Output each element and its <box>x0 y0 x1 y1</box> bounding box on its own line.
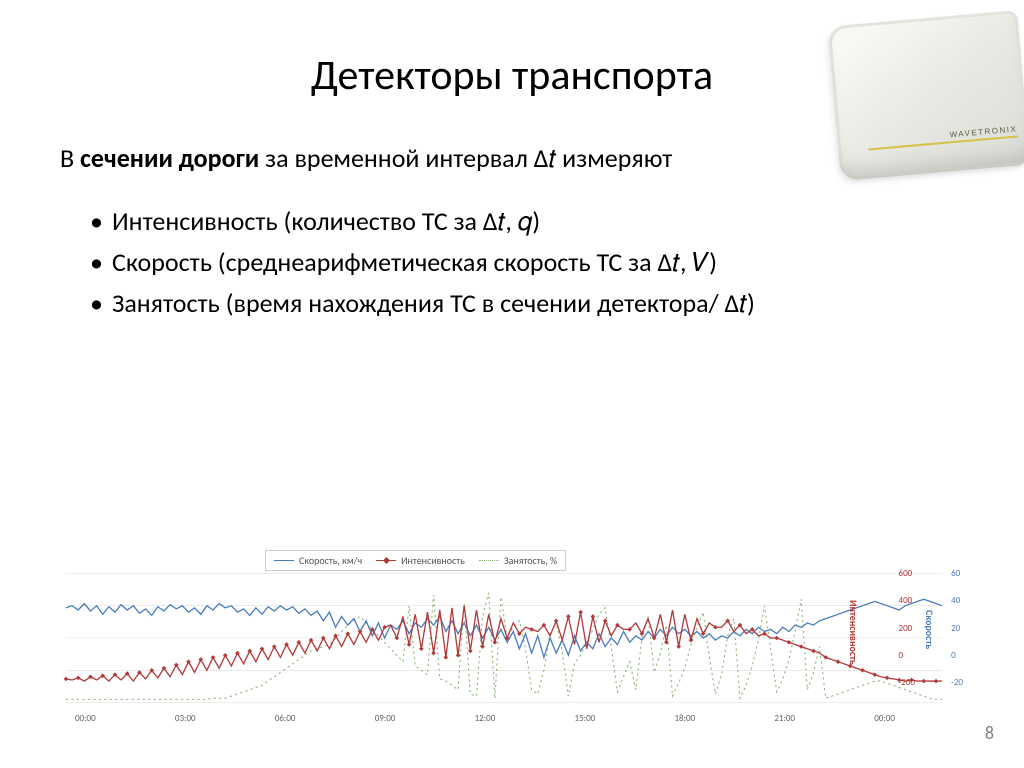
legend-item-intensity: Интенсивность <box>376 554 465 567</box>
intro-rest: за временной интервал Δ𝑡 измеряют <box>259 142 672 174</box>
legend-item-occupancy: Занятость, % <box>479 554 557 567</box>
ytick: 20 <box>951 623 963 634</box>
ytick: -20 <box>951 677 963 688</box>
bullet-list: Интенсивность (количество ТС за Δ𝑡, 𝑞) С… <box>60 204 964 321</box>
xtick: 21:00 <box>774 713 795 724</box>
bullet-item: Скорость (среднеарифметическая скорость … <box>90 245 964 280</box>
chart-plot-area <box>55 568 975 708</box>
xtick: 03:00 <box>175 713 196 724</box>
xtick: 12:00 <box>475 713 496 724</box>
bullet-item: Интенсивность (количество ТС за Δ𝑡, 𝑞) <box>90 204 964 239</box>
traffic-chart: Скорость, км/ч Интенсивность Занятость, … <box>55 550 975 730</box>
legend-label: Интенсивность <box>401 554 465 567</box>
ytick: 0 <box>951 650 963 661</box>
legend-swatch-red <box>376 560 396 561</box>
y-axis-label-intensity: Интенсивность <box>847 600 860 665</box>
ytick: 600 <box>899 568 915 579</box>
y-ticks-intensity: 600 400 200 0 -200 <box>899 568 915 688</box>
x-ticks: 00:00 03:00 06:00 09:00 12:00 15:00 18:0… <box>75 713 895 724</box>
detector-device-image <box>828 10 1024 181</box>
ytick: -200 <box>899 677 915 688</box>
intro-prefix: В <box>60 142 80 174</box>
ytick: 400 <box>899 595 915 606</box>
legend-label: Скорость, км/ч <box>299 554 362 567</box>
ytick: 200 <box>899 623 915 634</box>
slide-number: 8 <box>985 722 994 744</box>
ytick: 0 <box>899 650 915 661</box>
xtick: 00:00 <box>874 713 895 724</box>
bullet-item: Занятость (время нахождения ТС в сечении… <box>90 286 964 321</box>
xtick: 18:00 <box>674 713 695 724</box>
legend-swatch-blue <box>274 560 294 561</box>
legend-label: Занятость, % <box>504 554 557 567</box>
xtick: 15:00 <box>575 713 596 724</box>
slide-title: Детекторы транспорта <box>60 50 964 101</box>
xtick: 09:00 <box>375 713 396 724</box>
legend-item-speed: Скорость, км/ч <box>274 554 362 567</box>
y-ticks-speed: 60 40 20 0 -20 <box>951 568 963 688</box>
xtick: 06:00 <box>275 713 296 724</box>
ytick: 40 <box>951 595 963 606</box>
intro-bold: сечении дороги <box>80 142 259 174</box>
y-axis-label-speed: Скорость <box>923 610 936 649</box>
legend-swatch-green <box>479 560 499 561</box>
intro-line: В сечении дороги за временной интервал Δ… <box>60 141 964 176</box>
xtick: 00:00 <box>75 713 96 724</box>
ytick: 60 <box>951 568 963 579</box>
